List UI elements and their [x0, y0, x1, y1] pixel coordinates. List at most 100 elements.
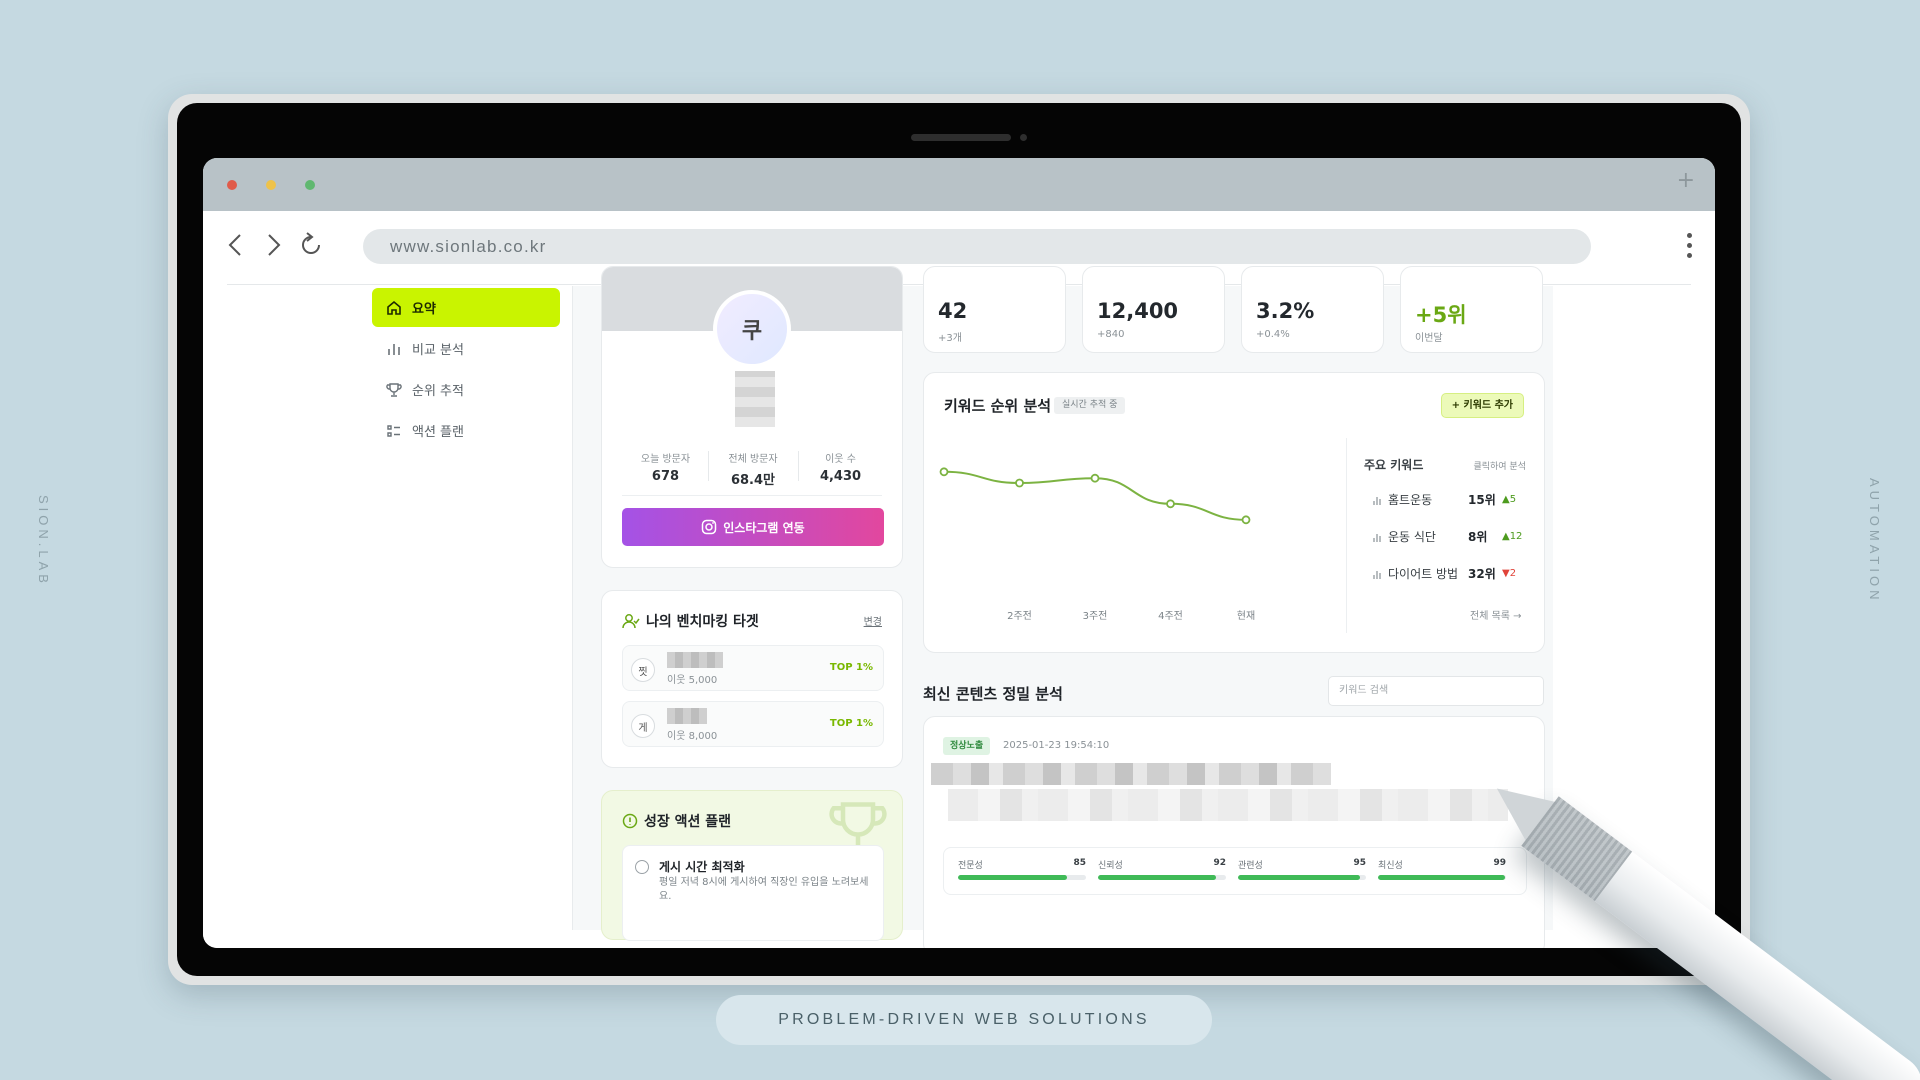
home-icon [387, 300, 401, 315]
keyword-rank-card: 키워드 순위 분석 실시간 추적 중 + 키워드 추가 2주전 3주전 4주전 현재 … [923, 372, 1545, 653]
bar-chart-icon [1373, 496, 1381, 505]
checklist-icon [387, 424, 400, 437]
sidebar-item-summary[interactable]: 요약 [372, 288, 560, 327]
action-item-desc: 평일 저녁 8시에 게시하여 직장인 유입을 노려보세요. [659, 877, 869, 902]
new-tab-button[interactable]: + [1676, 168, 1695, 193]
view-all-keywords-link[interactable]: 전체 목록 → [1470, 611, 1522, 622]
tagline-pill: PROBLEM-DRIVEN WEB SOLUTIONS [716, 995, 1212, 1045]
main-content: 쿠 오늘 방문자 678 전체 방문자 68.4만 이웃 수 4,430 [573, 266, 1553, 948]
metric-sub: 이번달 [1415, 333, 1443, 344]
action-plan-title: 성장 액션 플랜 [622, 811, 731, 831]
user-target-icon [622, 614, 640, 629]
benchmark-title: 나의 벤치마킹 타겟 [622, 611, 759, 631]
profile-stats: 오늘 방문자 678 전체 방문자 68.4만 이웃 수 4,430 [622, 450, 884, 488]
action-plan-item[interactable]: 게시 시간 최적화 평일 저녁 8시에 게시하여 직장인 유입을 노려보세요. [622, 845, 884, 941]
benchmark-item[interactable]: 게 이웃 8,000 TOP 1% [622, 701, 884, 747]
tablet-camera [1020, 134, 1027, 141]
profile-divider [622, 495, 882, 496]
back-button[interactable] [219, 229, 251, 261]
sidebar-item-label: 요약 [412, 302, 436, 317]
metric-value: +5위 [1415, 303, 1467, 327]
bar-chart-icon [388, 343, 400, 355]
info-icon [622, 813, 638, 829]
score-fill [1238, 875, 1360, 880]
keyword-list-header: 주요 키워드 클릭하여 분석 [1364, 456, 1526, 473]
blurred-content-body [948, 789, 1508, 821]
action-plan-card: 성장 액션 플랜 게시 시간 최적화 평일 저녁 8시에 게시하여 직장인 유입… [601, 790, 903, 941]
bar-chart-icon [1373, 570, 1381, 579]
sidebar-item-compare[interactable]: 비교 분석 [372, 329, 560, 368]
content-scores: 전문성 85 신뢰성 92 관련성 95 최신성 99 [943, 847, 1527, 895]
metric-value: 3.2% [1256, 299, 1315, 323]
metric-card: 12,400 +840 [1082, 266, 1225, 353]
action-checkbox[interactable] [635, 860, 649, 874]
action-item-title: 게시 시간 최적화 [659, 860, 745, 874]
blurred-name [667, 652, 723, 668]
browser-menu-button[interactable] [1685, 233, 1693, 267]
sidebar-item-label: 비교 분석 [412, 343, 464, 358]
sidebar-item-rank-tracking[interactable]: 순위 추적 [372, 370, 560, 409]
instagram-connect-button[interactable]: 인스타그램 연동 [622, 508, 884, 546]
metric-value: 12,400 [1097, 299, 1179, 323]
chevron-right-icon [268, 234, 281, 256]
stat-divider [708, 451, 709, 481]
keyword-divider [1346, 438, 1347, 633]
metric-sub: +0.4% [1256, 329, 1290, 340]
rank-point-4[interactable] [1241, 515, 1251, 525]
content-analysis-card: 정상노출 2025-01-23 19:54:10 전문성 85 신뢰성 92 관련성… [923, 716, 1545, 948]
realtime-tag: 실시간 추적 중 [1054, 397, 1126, 414]
benchmark-neighbors: 이웃 8,000 [667, 731, 718, 742]
stat-total-visitors: 전체 방문자 68.4만 [728, 454, 778, 488]
profile-card: 쿠 오늘 방문자 678 전체 방문자 68.4만 이웃 수 4,430 [601, 266, 903, 568]
blurred-name [667, 708, 707, 724]
rank-point-1[interactable] [1015, 478, 1024, 488]
dashboard: 요약 비교 분석 순위 추적 액션 플랜 쿠 오늘 방문자 6 [203, 266, 1715, 948]
sidebar-divider [572, 286, 573, 930]
keyword-search-input[interactable]: 키워드 검색 [1328, 676, 1544, 706]
keyword-row[interactable]: 홈트운동 15위 ▲5 [1372, 491, 1532, 508]
metric-sub: +3개 [938, 333, 962, 344]
metric-card: 3.2% +0.4% [1241, 266, 1384, 353]
chevron-left-icon [228, 234, 241, 256]
benchmark-badge: 게 [631, 714, 655, 738]
status-badge: 정상노출 [943, 737, 991, 755]
keyword-row[interactable]: 운동 식단 8위 ▲12 [1372, 528, 1532, 545]
stat-today-visitors: 오늘 방문자 678 [640, 454, 691, 484]
blurred-profile-name [735, 371, 775, 427]
keyword-row[interactable]: 다이어트 방법 32위 ▼2 [1372, 565, 1532, 582]
add-keyword-button[interactable]: + 키워드 추가 [1440, 393, 1524, 418]
instagram-connect-label: 인스타그램 연동 [723, 520, 805, 535]
bar-chart-icon [1373, 533, 1381, 542]
keyword-list-title: 주요 키워드 [1364, 458, 1424, 472]
rank-point-2[interactable] [1090, 473, 1100, 483]
forward-button[interactable] [258, 229, 290, 261]
metric-sub: +840 [1097, 329, 1125, 340]
minimize-window-dot[interactable] [266, 180, 276, 190]
x-tick-label: 3주전 [1083, 610, 1108, 622]
x-tick-label: 2주전 [1007, 610, 1032, 622]
benchmark-change-link[interactable]: 변경 [863, 617, 882, 628]
sidebar-item-action-plan[interactable]: 액션 플랜 [372, 411, 560, 450]
x-tick-label: 현재 [1237, 610, 1255, 622]
maximize-window-dot[interactable] [305, 180, 315, 190]
benchmark-badge: 찟 [631, 658, 655, 682]
benchmark-rank: TOP 1% [829, 718, 873, 729]
rank-point-0[interactable] [939, 467, 949, 477]
trophy-icon [386, 382, 402, 397]
stat-divider [798, 451, 799, 481]
close-window-dot[interactable] [227, 180, 237, 190]
rank-point-3[interactable] [1166, 499, 1175, 509]
score-fill [1098, 875, 1216, 880]
reload-button[interactable] [295, 229, 327, 261]
sidebar-item-label: 액션 플랜 [412, 425, 464, 440]
keyword-list-hint: 클릭하여 분석 [1473, 462, 1526, 472]
reload-icon [302, 232, 320, 254]
score-fill [958, 875, 1067, 880]
address-bar[interactable]: www.sionlab.co.kr [363, 229, 1591, 264]
automation-vertical-text: AUTOMATION [1867, 478, 1882, 604]
browser-window: + www.sionlab.co.kr 요약 비교 분석 순위 추적 [203, 158, 1715, 948]
metric-card: +5위 이번달 [1400, 266, 1543, 353]
benchmark-neighbors: 이웃 5,000 [667, 675, 718, 686]
benchmark-item[interactable]: 찟 이웃 5,000 TOP 1% [622, 645, 884, 691]
content-date: 2025-01-23 19:54:10 [1003, 740, 1110, 751]
